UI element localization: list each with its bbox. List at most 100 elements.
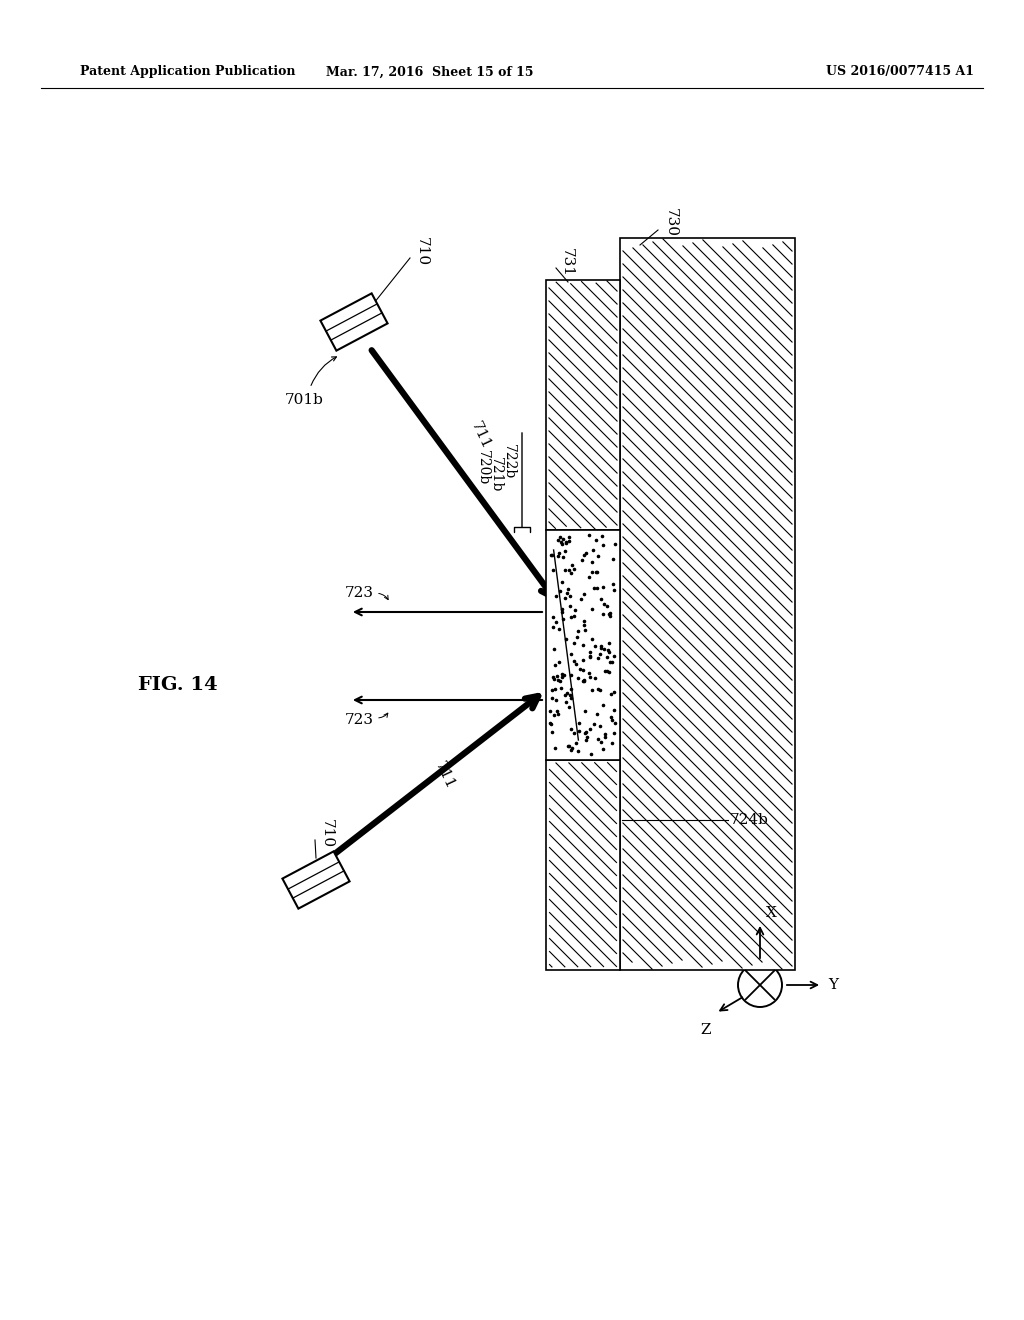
Point: [601, 661, 617, 682]
Point: [570, 668, 587, 689]
Point: [557, 628, 573, 649]
Point: [569, 620, 586, 642]
Text: 710: 710: [415, 238, 429, 267]
Point: [590, 647, 606, 668]
Point: [566, 599, 583, 620]
Point: [587, 635, 603, 656]
Point: [593, 638, 609, 659]
Point: [560, 578, 577, 599]
Point: [566, 723, 583, 744]
Point: [544, 544, 560, 565]
Point: [604, 573, 621, 594]
Point: [577, 701, 593, 722]
Point: [544, 680, 560, 701]
Point: [563, 664, 580, 685]
Point: [592, 680, 608, 701]
Point: [574, 635, 591, 656]
Point: [548, 612, 564, 634]
Point: [596, 638, 612, 659]
Point: [554, 599, 570, 620]
Point: [556, 541, 572, 562]
Text: 730: 730: [664, 209, 678, 238]
Point: [545, 607, 561, 628]
Point: [584, 598, 600, 619]
Point: [563, 643, 580, 664]
Point: [578, 543, 594, 564]
Text: US 2016/0077415 A1: US 2016/0077415 A1: [826, 66, 974, 78]
Polygon shape: [546, 760, 620, 970]
Point: [578, 722, 594, 743]
Text: 723: 723: [345, 586, 374, 601]
Point: [585, 539, 601, 560]
Point: [574, 549, 591, 570]
Point: [581, 524, 597, 545]
Point: [545, 616, 561, 638]
Point: [581, 663, 597, 684]
Point: [558, 532, 574, 553]
Point: [575, 583, 592, 605]
Point: [550, 545, 566, 566]
Point: [605, 681, 622, 702]
Point: [567, 653, 584, 675]
Point: [577, 722, 593, 743]
Point: [595, 603, 611, 624]
Point: [550, 669, 566, 690]
Point: [584, 562, 600, 583]
Polygon shape: [620, 238, 795, 970]
Point: [602, 652, 618, 673]
Point: [584, 628, 600, 649]
Point: [604, 549, 621, 570]
Point: [596, 594, 612, 615]
Polygon shape: [546, 280, 620, 531]
Point: [557, 685, 573, 706]
Point: [597, 660, 613, 681]
Point: [590, 678, 606, 700]
Point: [597, 726, 613, 747]
Polygon shape: [546, 531, 620, 760]
Point: [563, 688, 580, 709]
Point: [570, 711, 587, 733]
Point: [554, 601, 570, 622]
Point: [605, 645, 622, 667]
Point: [589, 561, 605, 582]
Point: [603, 706, 620, 727]
Point: [575, 671, 592, 692]
Point: [547, 678, 563, 700]
Point: [586, 578, 602, 599]
Point: [546, 668, 562, 689]
Point: [549, 665, 565, 686]
Text: 710: 710: [319, 820, 334, 849]
Point: [578, 730, 594, 751]
Point: [562, 739, 579, 760]
Point: [597, 723, 613, 744]
Point: [588, 529, 604, 550]
Point: [558, 692, 574, 713]
Point: [599, 660, 615, 681]
Point: [599, 647, 615, 668]
Point: [547, 655, 563, 676]
Point: [567, 733, 584, 754]
Text: 722b: 722b: [502, 445, 516, 479]
Point: [566, 632, 583, 653]
Point: [547, 738, 563, 759]
Point: [601, 632, 617, 653]
Point: [582, 647, 598, 668]
Point: [546, 705, 562, 726]
Point: [590, 545, 606, 566]
Point: [582, 645, 598, 667]
Point: [589, 704, 605, 725]
Text: Mar. 17, 2016  Sheet 15 of 15: Mar. 17, 2016 Sheet 15 of 15: [327, 66, 534, 78]
Point: [575, 659, 592, 680]
Point: [544, 721, 560, 742]
Point: [577, 611, 593, 632]
Point: [599, 639, 615, 660]
Point: [595, 535, 611, 556]
Point: [553, 677, 569, 698]
Point: [555, 546, 571, 568]
Point: [562, 595, 579, 616]
Point: [548, 689, 564, 710]
Point: [546, 639, 562, 660]
Text: 731: 731: [560, 248, 574, 276]
Point: [543, 714, 559, 735]
Point: [582, 718, 598, 739]
